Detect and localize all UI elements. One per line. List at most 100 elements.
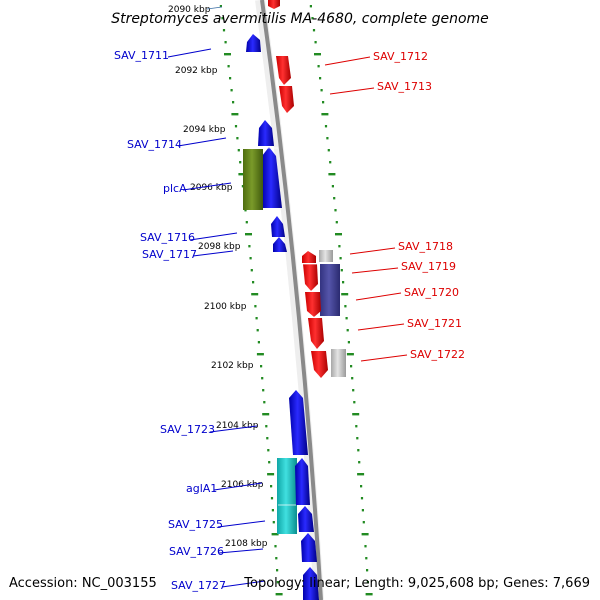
scale-tick [238,173,246,176]
gene-labels-right: SAV_1712 SAV_1713 SAV_1718 SAV_1719 SAV_… [373,50,465,361]
scale-tick [366,569,369,572]
scale-tick [342,281,345,284]
scale-tick [224,41,227,44]
gene-arrow [301,533,317,562]
gene-label[interactable]: SAV_1726 [169,545,224,558]
gene-arrow [295,458,310,505]
scale-tick [245,233,252,236]
scale-tick [347,341,350,344]
scale-tick [320,89,323,92]
gene-label[interactable]: SAV_1719 [401,260,456,273]
scale-tick [353,401,356,404]
scale-tick [317,65,320,68]
scale-tick [311,17,314,20]
gene-arrow [320,264,340,316]
scale-tick [314,41,317,44]
scale-tick [224,53,231,56]
gene-dividers [262,84,322,506]
gene-label[interactable]: SAV_1714 [127,138,182,151]
scale-label: 2108 kbp [225,539,268,549]
scale-tick [365,593,373,596]
scale-tick [361,509,364,512]
scale-tick [244,209,247,212]
scale-tick [366,581,369,584]
scale-tick [221,17,224,20]
scale-label: 2100 kbp [204,302,247,312]
gene-arrow [289,390,308,455]
scale-tick [324,125,328,128]
scale-tick [241,185,244,188]
scale-tick [274,545,277,548]
scale-tick [272,521,275,524]
gene-label[interactable]: SAV_1712 [373,50,428,63]
gene-label[interactable]: SAV_1720 [404,286,459,299]
gene-label[interactable]: aglA1 [186,482,217,495]
scale-tick [329,161,332,164]
gene-label[interactable]: SAV_1716 [140,231,195,244]
gene-label[interactable]: SAV_1722 [410,348,465,361]
scale-tick [231,113,239,116]
scale-tick [352,389,355,392]
scale-tick [265,425,268,428]
scale-label: 2098 kbp [198,242,241,252]
gene-label[interactable]: SAV_1727 [171,579,226,592]
scale-tick [239,161,242,164]
gene-arrows [243,0,346,600]
scale-label: 2096 kbp [190,183,233,193]
gene-arrow [262,147,282,208]
scale-tick [270,497,274,500]
scale-tick [321,113,329,116]
scale-tick [261,377,264,380]
gene-label[interactable]: plcA [163,182,187,195]
scale-tick [344,305,347,308]
scale-tick [236,137,239,140]
scale-tick [222,29,226,32]
scale-tick [309,5,312,8]
scale-tick [352,413,360,416]
scale-tick [230,89,233,92]
scale-labels: 2090 kbp 2092 kbp 2094 kbp 2096 kbp 2098… [168,5,268,549]
scale-tick [229,77,232,80]
scale-tick [257,341,260,344]
scale-tick [275,557,278,560]
scale-tick [345,317,348,320]
scale-tick [314,53,321,56]
gene-arrow [319,250,333,262]
scale-tick [245,221,248,224]
scale-label: 2094 kbp [183,125,226,135]
scale-tick [248,245,251,248]
gene-arrow [298,506,314,532]
scale-tick [340,269,343,272]
scale-tick [357,473,365,476]
gene-arrow [246,34,261,52]
scale-tick [326,137,329,140]
scale-tick [338,245,341,248]
scale-tick [262,389,265,392]
scale-tick [254,305,257,308]
scale-tick [360,497,364,500]
gene-arrow [303,567,319,600]
gene-label[interactable]: SAV_1721 [407,317,462,330]
gene-arrow [268,0,280,9]
gene-label[interactable]: SAV_1713 [377,80,432,93]
gene-label[interactable]: SAV_1723 [160,423,215,436]
gene-label[interactable]: SAV_1717 [142,248,197,261]
scale-tick [364,545,367,548]
scale-tick [271,509,274,512]
scale-label: 2106 kbp [221,480,264,490]
gene-arrow [271,216,285,237]
gene-label[interactable]: SAV_1725 [168,518,223,531]
gene-label[interactable]: SAV_1711 [114,49,169,62]
gene-label[interactable]: SAV_1718 [398,240,453,253]
scale-tick [322,101,325,104]
scale-tick [232,101,235,104]
map-title: Streptomyces avermitilis MA-4680, comple… [111,11,489,27]
gene-arrow [273,237,287,252]
scale-label: 2092 kbp [175,66,218,76]
gene-arrow [308,318,324,349]
scale-tick [319,77,322,80]
scale-tick [362,521,365,524]
scale-tick [256,353,264,356]
gene-arrow [331,349,346,377]
